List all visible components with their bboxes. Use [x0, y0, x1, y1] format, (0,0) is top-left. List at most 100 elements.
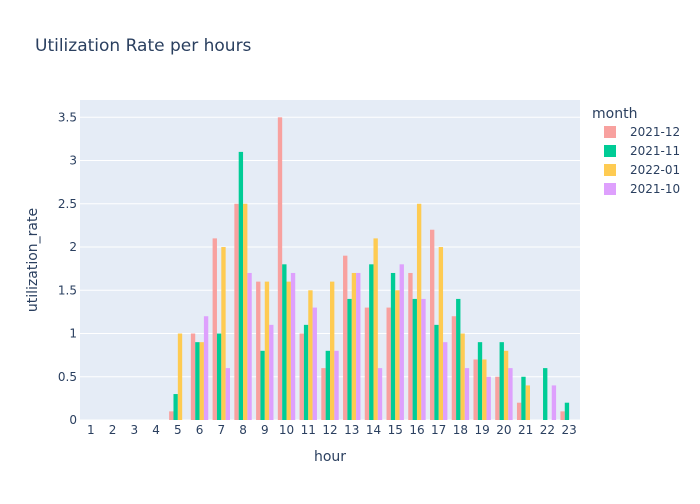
- bar-2021-12-hour-20[interactable]: [495, 376, 500, 420]
- legend-item-2021-12[interactable]: 2021-12: [604, 125, 680, 139]
- bar-2022-01-hour-20[interactable]: [503, 350, 509, 420]
- bar-2021-10-hour-16[interactable]: [421, 298, 426, 420]
- bar-2021-12-hour-9[interactable]: [256, 281, 261, 420]
- legend-item-2021-11[interactable]: 2021-11: [604, 144, 680, 158]
- bar-2022-01-hour-14[interactable]: [373, 238, 378, 420]
- bar-2021-10-hour-12[interactable]: [334, 350, 339, 420]
- y-tick-label: 0: [69, 413, 77, 427]
- bar-2021-12-hour-6[interactable]: [190, 333, 196, 420]
- bar-2021-11-hour-18[interactable]: [456, 298, 461, 420]
- bar-2021-12-hour-14[interactable]: [364, 307, 370, 420]
- bar-2021-11-hour-9[interactable]: [260, 350, 265, 420]
- x-tick-label: 7: [217, 423, 225, 437]
- bar-2022-01-hour-8[interactable]: [243, 203, 248, 420]
- x-tick-label: 20: [496, 423, 511, 437]
- x-tick-label: 1: [87, 423, 95, 437]
- x-tick-label: 2: [109, 423, 117, 437]
- bar-2022-01-hour-19[interactable]: [482, 359, 487, 420]
- bar-2021-11-hour-23[interactable]: [564, 402, 570, 420]
- bar-2021-10-hour-20[interactable]: [508, 368, 513, 420]
- legend-item-2021-10[interactable]: 2021-10: [604, 182, 680, 196]
- x-tick-label: 3: [131, 423, 139, 437]
- bar-2021-12-hour-23[interactable]: [560, 411, 565, 420]
- bar-2021-12-hour-10[interactable]: [277, 117, 283, 421]
- bar-2021-11-hour-22[interactable]: [543, 368, 548, 420]
- bar-2021-10-hour-15[interactable]: [399, 264, 404, 420]
- bar-2021-10-hour-17[interactable]: [443, 342, 448, 420]
- bar-2022-01-hour-16[interactable]: [416, 203, 422, 420]
- bar-2021-12-hour-21[interactable]: [516, 402, 522, 420]
- bar-2022-01-hour-17[interactable]: [438, 247, 444, 420]
- bar-2021-10-hour-22[interactable]: [551, 385, 557, 420]
- bar-2021-12-hour-5[interactable]: [169, 411, 174, 420]
- legend-item-2022-01[interactable]: 2022-01: [604, 163, 680, 177]
- bar-2022-01-hour-7[interactable]: [221, 247, 226, 420]
- bar-2022-01-hour-11[interactable]: [308, 290, 313, 420]
- bar-2021-10-hour-13[interactable]: [356, 272, 361, 420]
- bar-2021-12-hour-8[interactable]: [234, 203, 239, 420]
- bar-2021-11-hour-16[interactable]: [412, 298, 417, 420]
- bar-2021-11-hour-6[interactable]: [195, 342, 200, 420]
- bar-2022-01-hour-10[interactable]: [286, 281, 291, 420]
- bar-2022-01-hour-18[interactable]: [460, 333, 465, 420]
- bar-2021-11-hour-5[interactable]: [173, 394, 178, 420]
- legend-label: 2022-01: [630, 163, 680, 177]
- x-tick-label: 5: [174, 423, 182, 437]
- x-tick-label: 17: [431, 423, 446, 437]
- bar-2022-01-hour-12[interactable]: [330, 281, 335, 420]
- bar-2021-10-hour-14[interactable]: [377, 368, 383, 420]
- bar-2021-11-hour-19[interactable]: [477, 342, 483, 420]
- bar-2021-10-hour-10[interactable]: [290, 272, 296, 420]
- x-tick-label: 18: [453, 423, 468, 437]
- bar-2021-11-hour-15[interactable]: [390, 272, 396, 420]
- x-tick-label: 19: [475, 423, 490, 437]
- bar-2022-01-hour-21[interactable]: [525, 385, 530, 420]
- x-tick-label: 22: [540, 423, 555, 437]
- bar-2022-01-hour-6[interactable]: [199, 342, 204, 420]
- bar-2022-01-hour-15[interactable]: [395, 290, 400, 420]
- bar-2021-10-hour-7[interactable]: [225, 368, 230, 420]
- y-tick-label: 0.5: [58, 370, 77, 384]
- x-tick-label: 23: [561, 423, 576, 437]
- legend-label: 2021-12: [630, 125, 680, 139]
- bar-2021-11-hour-20[interactable]: [499, 342, 504, 420]
- x-tick-label: 11: [301, 423, 316, 437]
- bar-2021-12-hour-17[interactable]: [430, 229, 435, 420]
- bar-2021-11-hour-8[interactable]: [238, 151, 244, 420]
- bar-2021-12-hour-19[interactable]: [473, 359, 478, 420]
- bar-2021-11-hour-21[interactable]: [521, 376, 526, 420]
- bar-2022-01-hour-5[interactable]: [177, 333, 183, 420]
- bar-2021-10-hour-9[interactable]: [269, 324, 274, 420]
- bar-2021-10-hour-8[interactable]: [247, 272, 252, 420]
- bar-2021-11-hour-17[interactable]: [434, 324, 439, 420]
- bar-2021-10-hour-11[interactable]: [312, 307, 317, 420]
- y-axis-label: utilization_rate: [25, 208, 41, 312]
- bar-2021-12-hour-7[interactable]: [212, 238, 217, 420]
- bar-2022-01-hour-9[interactable]: [264, 281, 270, 420]
- bar-2021-12-hour-15[interactable]: [386, 307, 391, 420]
- y-tick-label: 2.5: [58, 197, 77, 211]
- legend[interactable]: month 2021-12 2021-11 2022-01 2021-10: [592, 106, 680, 196]
- x-tick-label: 15: [388, 423, 403, 437]
- bar-2021-12-hour-16[interactable]: [408, 272, 413, 420]
- bar-2022-01-hour-13[interactable]: [351, 272, 357, 420]
- bar-2021-11-hour-12[interactable]: [325, 350, 330, 420]
- bar-2021-12-hour-12[interactable]: [321, 368, 326, 420]
- bar-2021-11-hour-7[interactable]: [216, 333, 222, 420]
- chart-title: Utilization Rate per hours: [35, 36, 252, 56]
- bar-2021-12-hour-18[interactable]: [451, 316, 457, 420]
- bar-2021-10-hour-6[interactable]: [203, 316, 209, 420]
- x-axis-label: hour: [314, 449, 346, 465]
- bar-2021-11-hour-10[interactable]: [282, 264, 287, 420]
- bar-2021-12-hour-13[interactable]: [343, 255, 348, 420]
- bar-2021-12-hour-11[interactable]: [299, 333, 304, 420]
- legend-title: month: [592, 106, 637, 122]
- x-tick-label: 21: [518, 423, 533, 437]
- bar-2021-11-hour-11[interactable]: [303, 324, 309, 420]
- bar-2021-11-hour-13[interactable]: [347, 298, 352, 420]
- bar-2021-10-hour-18[interactable]: [464, 368, 470, 420]
- bar-2021-10-hour-19[interactable]: [486, 376, 491, 420]
- bar-2021-11-hour-14[interactable]: [369, 264, 374, 420]
